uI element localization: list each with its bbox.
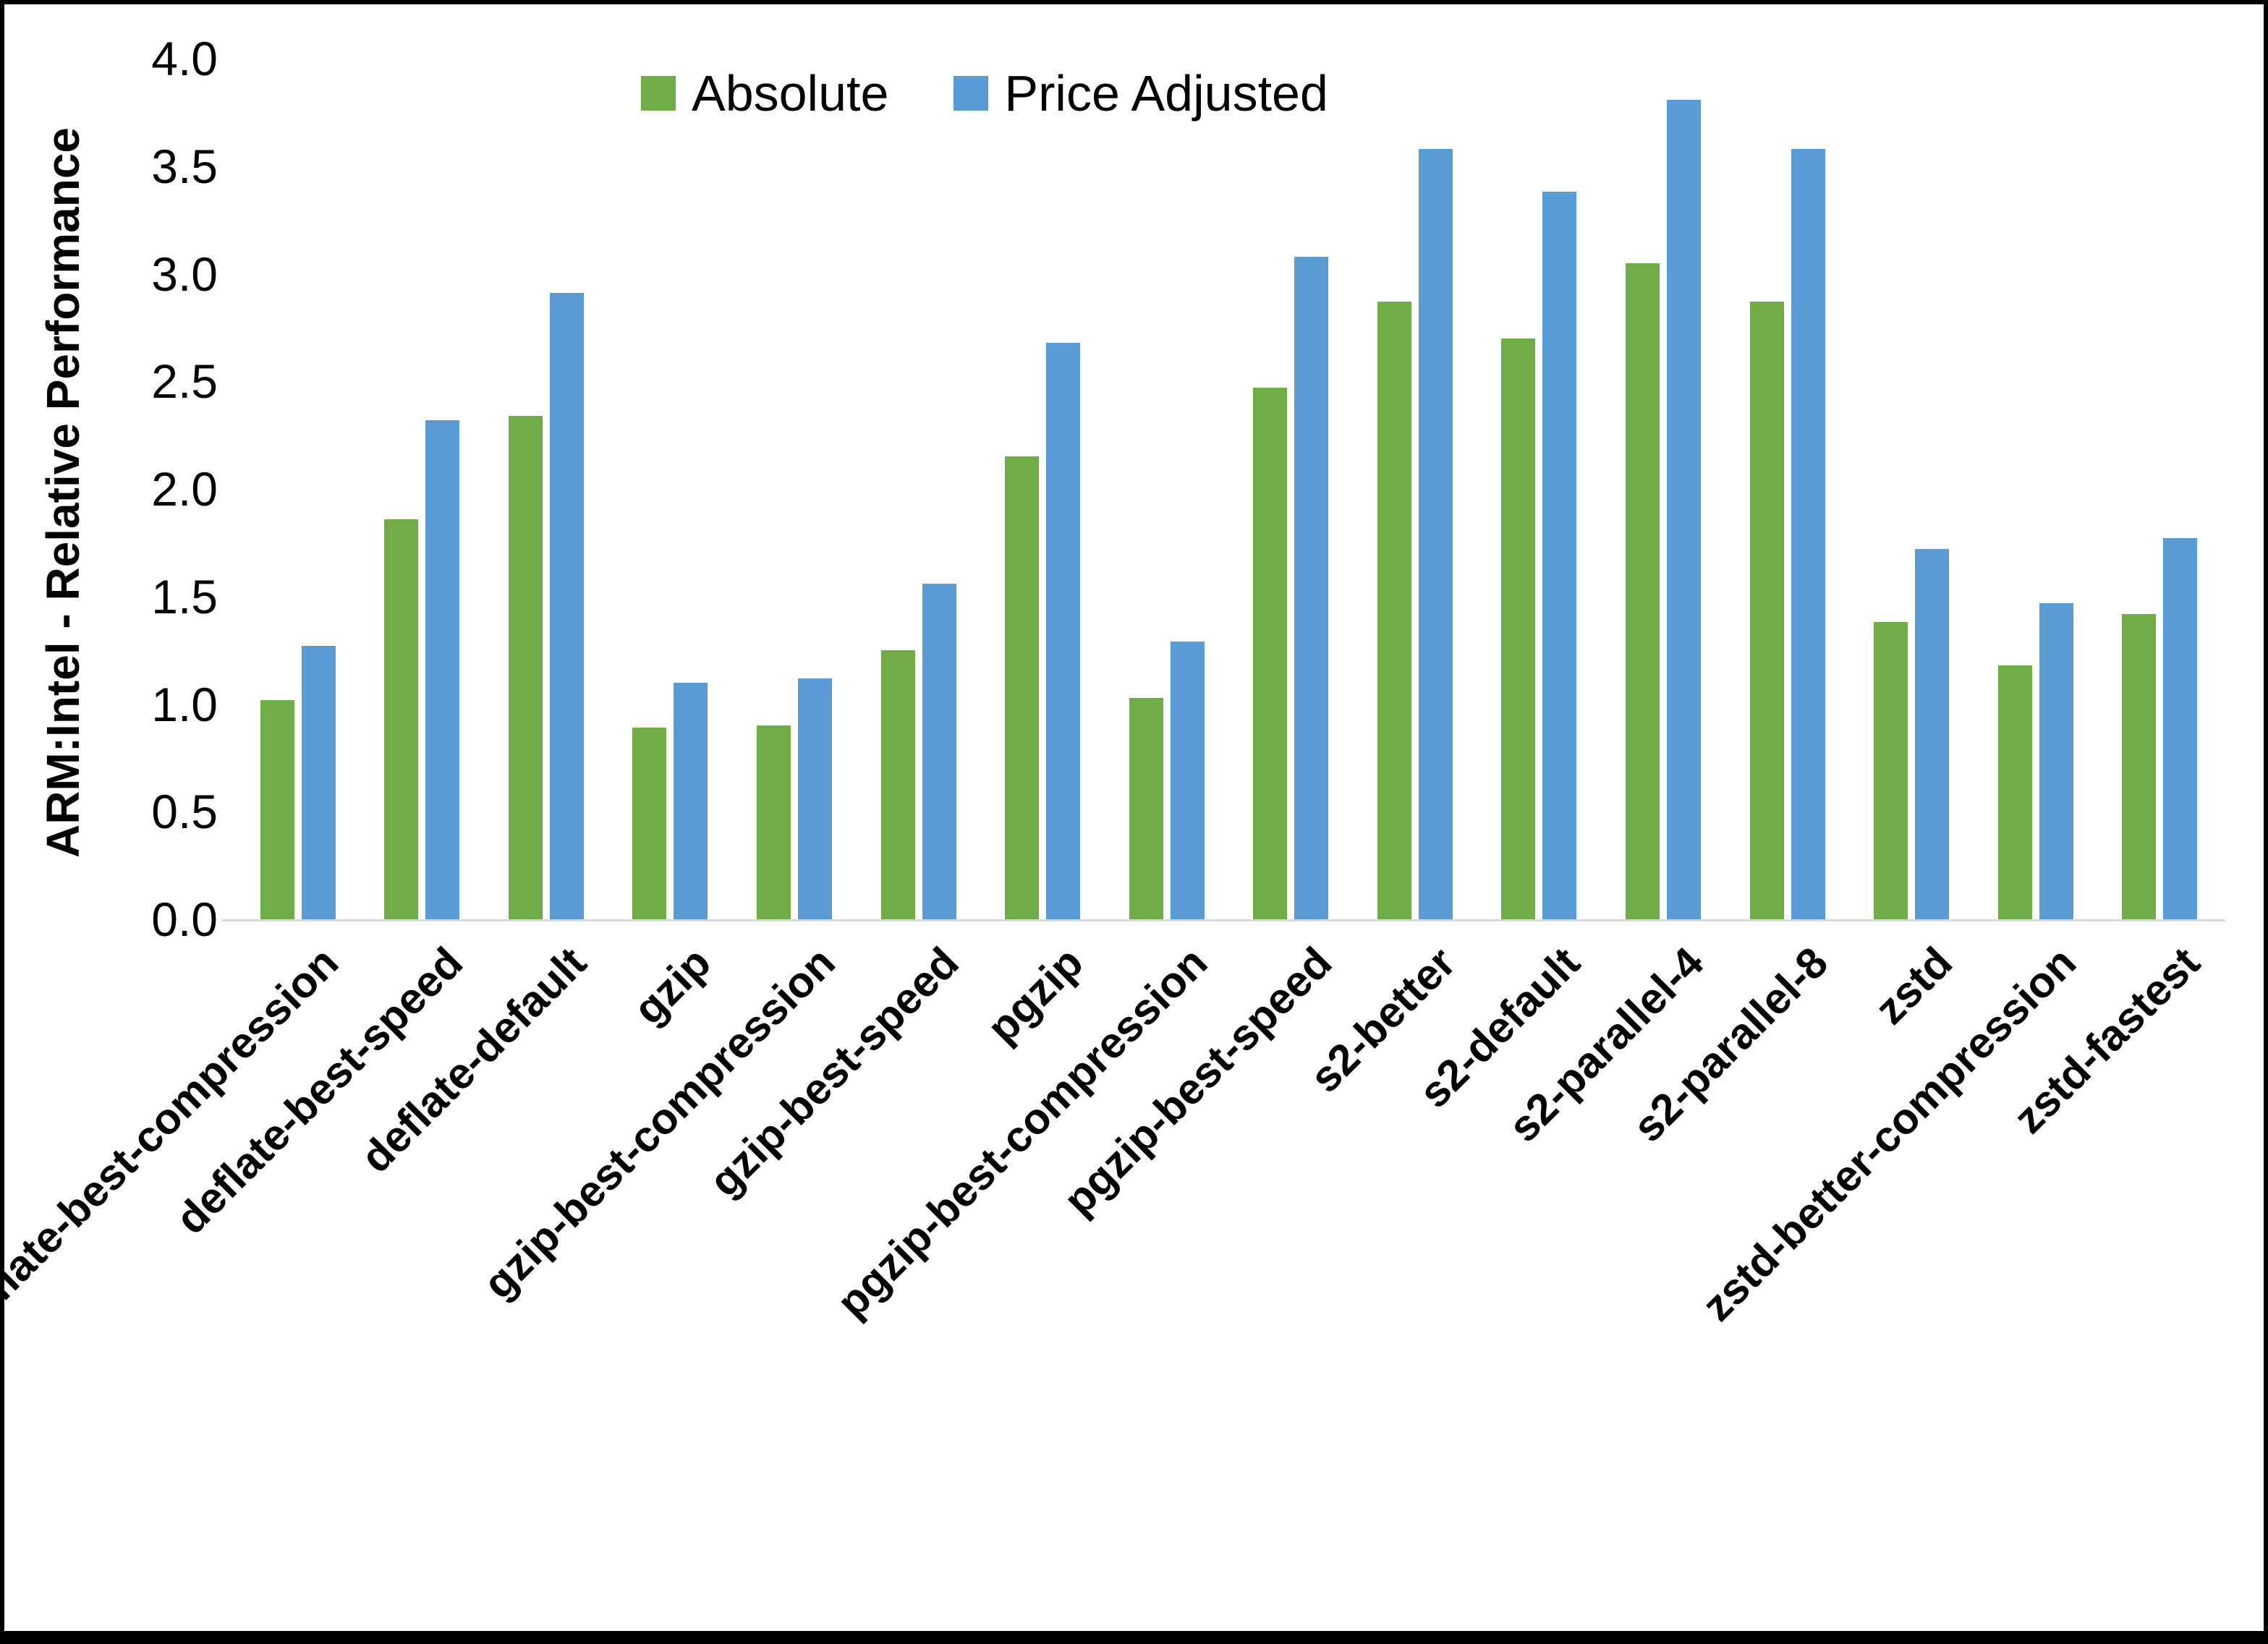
bar-group [857,59,981,919]
bar-price-adjusted [798,678,833,919]
bar-group [1229,59,1354,919]
y-tick-label: 0.5 [151,785,218,839]
bar-absolute [632,728,667,919]
legend-swatch-icon [954,76,989,111]
y-axis-ticks: 0.0 0.5 1.0 1.5 2.0 2.5 3.0 3.5 4.0 [4,32,218,946]
x-tick-label: gzip [624,937,721,1034]
y-tick-label: 2.5 [151,354,218,409]
bar-group [980,59,1105,919]
bar-price-adjusted [425,419,460,919]
x-axis-line [221,919,2225,921]
bar-price-adjusted [1418,148,1453,919]
bar-price-adjusted [1170,642,1205,919]
bar-group [1725,59,1850,919]
bar-absolute [260,699,294,919]
bar-group [2097,59,2222,919]
legend-label: Absolute [692,65,889,122]
x-axis-labels: deflate-best-compression deflate-best-spe… [4,937,2261,1588]
bar-group [236,59,360,919]
bar-group [484,59,608,919]
legend-item-price-adjusted: Price Adjusted [954,64,1328,122]
legend-swatch-icon [641,76,676,111]
bar-price-adjusted [2163,538,2198,919]
bar-absolute [1501,338,1536,919]
y-tick-label: 3.5 [151,139,218,193]
bar-group [360,59,485,919]
bar-absolute [1129,697,1163,919]
bar-group [1601,59,1725,919]
bar-group [1849,59,1974,919]
bar-group [1477,59,1602,919]
bar-price-adjusted [1294,256,1329,919]
bar-absolute [880,650,915,919]
bar-group [608,59,733,919]
bar-absolute [2122,613,2157,919]
bar-price-adjusted [301,646,336,919]
bar-absolute [1997,665,2032,919]
bar-group [732,59,857,919]
bar-absolute [1625,263,1660,919]
bar-absolute [508,415,543,919]
bar-price-adjusted [1046,342,1081,919]
bar-absolute [384,519,419,919]
y-tick-label: 0.0 [151,893,218,946]
bar-price-adjusted [922,583,956,919]
legend: Absolute Price Adjusted [641,64,1328,122]
bar-absolute [1005,456,1040,919]
y-tick-label: 1.0 [151,677,218,731]
bar-absolute [1253,388,1288,919]
y-tick-label: 1.5 [151,569,218,623]
bar-group [1353,59,1477,919]
y-tick-label: 2.0 [151,462,218,516]
legend-label: Price Adjusted [1004,65,1328,122]
plot-area: Absolute Price Adjusted [236,59,2222,919]
y-tick-label: 4.0 [151,32,218,85]
bar-group [1974,59,2098,919]
bar-absolute [1874,622,1908,919]
bar-absolute [1749,302,1784,919]
bar-price-adjusted [1915,549,1950,919]
bar-price-adjusted [674,682,708,919]
bar-price-adjusted [549,293,584,919]
x-tick-label: zstd [1865,937,1961,1034]
bar-price-adjusted [1542,192,1577,919]
bar-price-adjusted [2039,602,2073,919]
bar-absolute [757,725,791,919]
bar-price-adjusted [1791,148,1825,919]
bar-group [1105,59,1229,919]
bar-groups [236,59,2222,919]
legend-item-absolute: Absolute [641,64,888,122]
bar-price-adjusted [1666,99,1701,919]
x-tick-label: deflate-default [352,937,596,1183]
x-tick-label: pgzip [977,937,1092,1052]
y-tick-label: 3.0 [151,247,218,301]
bar-absolute [1377,302,1411,919]
